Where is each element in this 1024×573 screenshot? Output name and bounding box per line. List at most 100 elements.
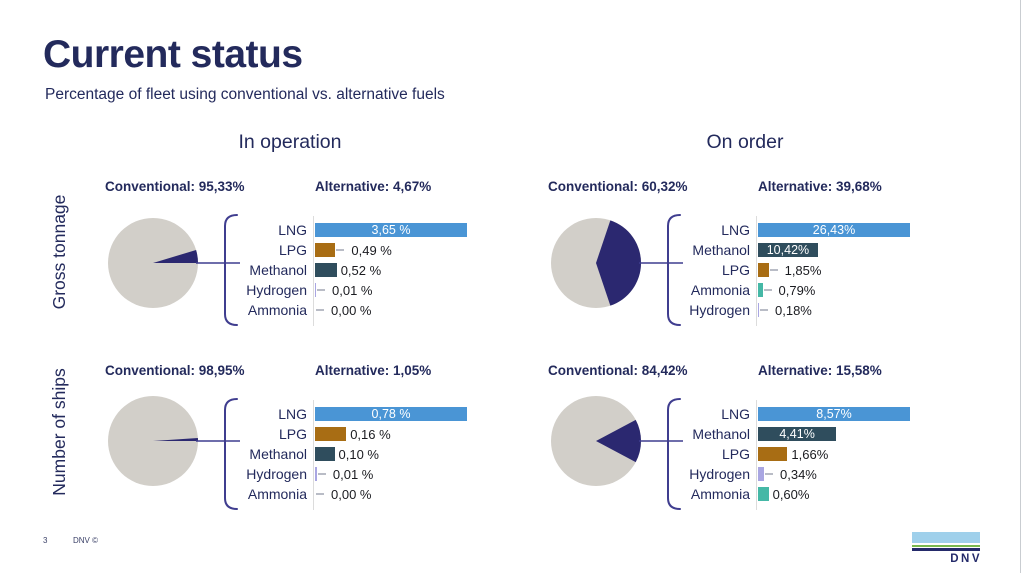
bar-row-methanol: Methanol 4,41% [548, 424, 978, 444]
logo-bar-green [912, 545, 980, 547]
fuel-bar: 8,57% [758, 407, 910, 421]
chart-gross-tonnage-in-operation: Conventional: 95,33% Alternative: 4,67% … [105, 179, 535, 347]
page-subtitle: Percentage of fleet using conventional v… [45, 86, 445, 103]
bar-row-ammonia: Ammonia 0,79% [548, 280, 978, 300]
logo-bar-lightblue [912, 532, 980, 543]
leader-tick [769, 269, 778, 271]
fuel-bar-list: LNG 8,57% Methanol 4,41% LPG 1,66% Hydrogen 0,3… [548, 404, 978, 504]
fuel-bar [315, 447, 335, 461]
fuel-label: LPG [721, 446, 750, 462]
fuel-value: 0,01 % [332, 466, 374, 482]
fuel-bar [315, 467, 317, 481]
bar-row-methanol: Methanol 0,52 % [105, 260, 535, 280]
fuel-value: 8,57% [816, 407, 852, 421]
leader-tick [316, 493, 324, 495]
fuel-value: 4,41% [779, 427, 815, 441]
page-number: 3 [43, 536, 48, 545]
conventional-stat: Conventional: 98,95% [105, 363, 245, 378]
fuel-bar: 0,78 % [315, 407, 467, 421]
bar-row-ammonia: Ammonia 0,00 % [105, 300, 535, 320]
fuel-bar: 26,43% [758, 223, 910, 237]
fuel-value: 3,65 % [371, 223, 411, 237]
fuel-label: Hydrogen [246, 466, 307, 482]
fuel-bar-list: LNG 26,43% Methanol 10,42% LPG 1,85% Ammonia 0,… [548, 220, 978, 320]
fuel-label: LNG [721, 406, 750, 422]
leader-tick [765, 473, 773, 475]
bar-row-lng: LNG 26,43% [548, 220, 978, 240]
copyright: DNV © [73, 536, 99, 545]
leader-tick [316, 309, 324, 311]
bar-row-lng: LNG 3,65 % [105, 220, 535, 240]
bar-row-hydrogen: Hydrogen 0,01 % [105, 280, 535, 300]
fuel-value: 0,01 % [332, 282, 373, 298]
row-header-number-of-ships: Number of ships [49, 368, 69, 496]
fuel-value: 0,60% [772, 486, 810, 502]
bar-row-lpg: LPG 0,16 % [105, 424, 535, 444]
dnv-logo: DNV [912, 532, 980, 565]
alternative-stat: Alternative: 1,05% [315, 363, 432, 378]
fuel-label: Hydrogen [689, 302, 750, 318]
fuel-bar [758, 487, 769, 501]
fuel-bar [758, 263, 769, 277]
fuel-bar [315, 427, 347, 441]
column-header-in-operation: In operation [238, 131, 342, 153]
fuel-bar [758, 467, 764, 481]
fuel-label: Ammonia [690, 486, 750, 502]
fuel-value: 0,49 % [351, 242, 392, 258]
conventional-stat: Conventional: 95,33% [105, 179, 245, 194]
fuel-label: LPG [721, 262, 750, 278]
fuel-label: Hydrogen [246, 282, 307, 298]
fuel-value: 0,18% [775, 302, 812, 318]
bar-row-hydrogen: Hydrogen 0,01 % [105, 464, 535, 484]
fuel-label: Methanol [692, 242, 750, 258]
fuel-label: Ammonia [247, 486, 307, 502]
fuel-value: 26,43% [812, 223, 856, 237]
bar-axis-line [313, 216, 314, 326]
fuel-label: Ammonia [247, 302, 307, 318]
alternative-stat: Alternative: 4,67% [315, 179, 432, 194]
fuel-bar-list: LNG 3,65 % LPG 0,49 % Methanol 0,52 % Hydrogen… [105, 220, 535, 320]
fuel-bar [315, 283, 316, 297]
fuel-bar [315, 263, 337, 277]
bar-axis-line [313, 400, 314, 510]
fuel-value: 0,00 % [331, 486, 372, 502]
fuel-value: 0,16 % [350, 426, 391, 442]
fuel-bar [315, 243, 336, 257]
bar-axis-line [756, 400, 757, 510]
fuel-value: 10,42% [766, 243, 810, 257]
leader-tick [336, 249, 345, 251]
fuel-bar [758, 303, 759, 317]
column-header-on-order: On order [706, 131, 784, 153]
chart-number-of-ships-in-operation: Conventional: 98,95% Alternative: 1,05% … [105, 363, 535, 531]
fuel-label: Methanol [249, 446, 307, 462]
logo-bar-navy [912, 548, 980, 551]
leader-tick [760, 309, 768, 311]
bar-row-methanol: Methanol 10,42% [548, 240, 978, 260]
row-header-gross-tonnage: Gross tonnage [49, 194, 69, 310]
chart-gross-tonnage-on-order: Conventional: 60,32% Alternative: 39,68%… [548, 179, 978, 347]
bar-row-lng: LNG 0,78 % [105, 404, 535, 424]
fuel-value: 0,52 % [340, 262, 382, 278]
fuel-value: 1,66% [791, 446, 829, 462]
fuel-label: LPG [278, 242, 307, 258]
bar-row-ammonia: Ammonia 0,00 % [105, 484, 535, 504]
chart-number-of-ships-on-order: Conventional: 84,42% Alternative: 15,58%… [548, 363, 978, 531]
fuel-value: 0,10 % [338, 446, 379, 462]
fuel-label: Methanol [692, 426, 750, 442]
bar-row-hydrogen: Hydrogen 0,18% [548, 300, 978, 320]
fuel-bar: 10,42% [758, 243, 818, 257]
fuel-value: 0,78 % [371, 407, 411, 421]
bar-row-lpg: LPG 0,49 % [105, 240, 535, 260]
fuel-label: LNG [721, 222, 750, 238]
fuel-label: LNG [278, 222, 307, 238]
fuel-bar-list: LNG 0,78 % LPG 0,16 % Methanol 0,10 % Hydrogen… [105, 404, 535, 504]
conventional-stat: Conventional: 60,32% [548, 179, 688, 194]
alternative-stat: Alternative: 39,68% [758, 179, 882, 194]
fuel-value: 0,79% [778, 282, 816, 298]
fuel-value: 0,00 % [331, 302, 372, 318]
bar-row-methanol: Methanol 0,10 % [105, 444, 535, 464]
fuel-label: Ammonia [690, 282, 750, 298]
fuel-label: LPG [278, 426, 307, 442]
fuel-bar: 4,41% [758, 427, 837, 441]
